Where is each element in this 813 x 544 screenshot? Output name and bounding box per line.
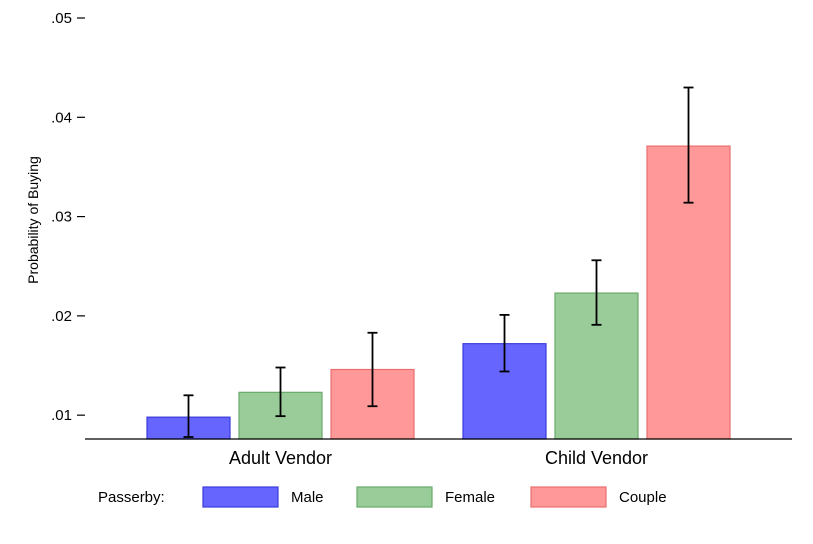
error-bar-male-0 <box>183 394 194 438</box>
y-tick-label-3: .04 <box>51 109 72 126</box>
legend-swatch-couple <box>530 486 607 508</box>
error-bar-female-0 <box>275 366 286 418</box>
error-bar-female-1 <box>591 259 602 326</box>
category-label-0: Adult Vendor <box>229 448 332 468</box>
legend-swatch-female <box>356 486 433 508</box>
y-axis: .01 .02 .03 .04 .05 <box>51 10 85 424</box>
y-axis-label: Probability of Buying <box>25 156 41 284</box>
error-bar-couple-0 <box>367 331 378 408</box>
y-tick-label-2: .03 <box>51 209 72 226</box>
y-tick-label-4: .05 <box>51 10 72 27</box>
bars <box>146 145 731 440</box>
error-bar-couple-1 <box>683 86 694 204</box>
category-labels: Adult Vendor Child Vendor <box>229 448 648 468</box>
legend-label-male: Male <box>291 489 324 506</box>
error-bars <box>183 86 694 438</box>
y-tick-label-1: .02 <box>51 308 72 325</box>
y-tick-label-0: .01 <box>51 407 72 424</box>
error-bar-male-1 <box>499 313 510 373</box>
legend-label-female: Female <box>445 489 495 506</box>
legend-swatch-male <box>202 486 279 508</box>
category-label-1: Child Vendor <box>545 448 648 468</box>
legend: Passerby: Male Female Couple <box>98 486 667 508</box>
legend-title: Passerby: <box>98 489 165 506</box>
legend-label-couple: Couple <box>619 489 667 506</box>
